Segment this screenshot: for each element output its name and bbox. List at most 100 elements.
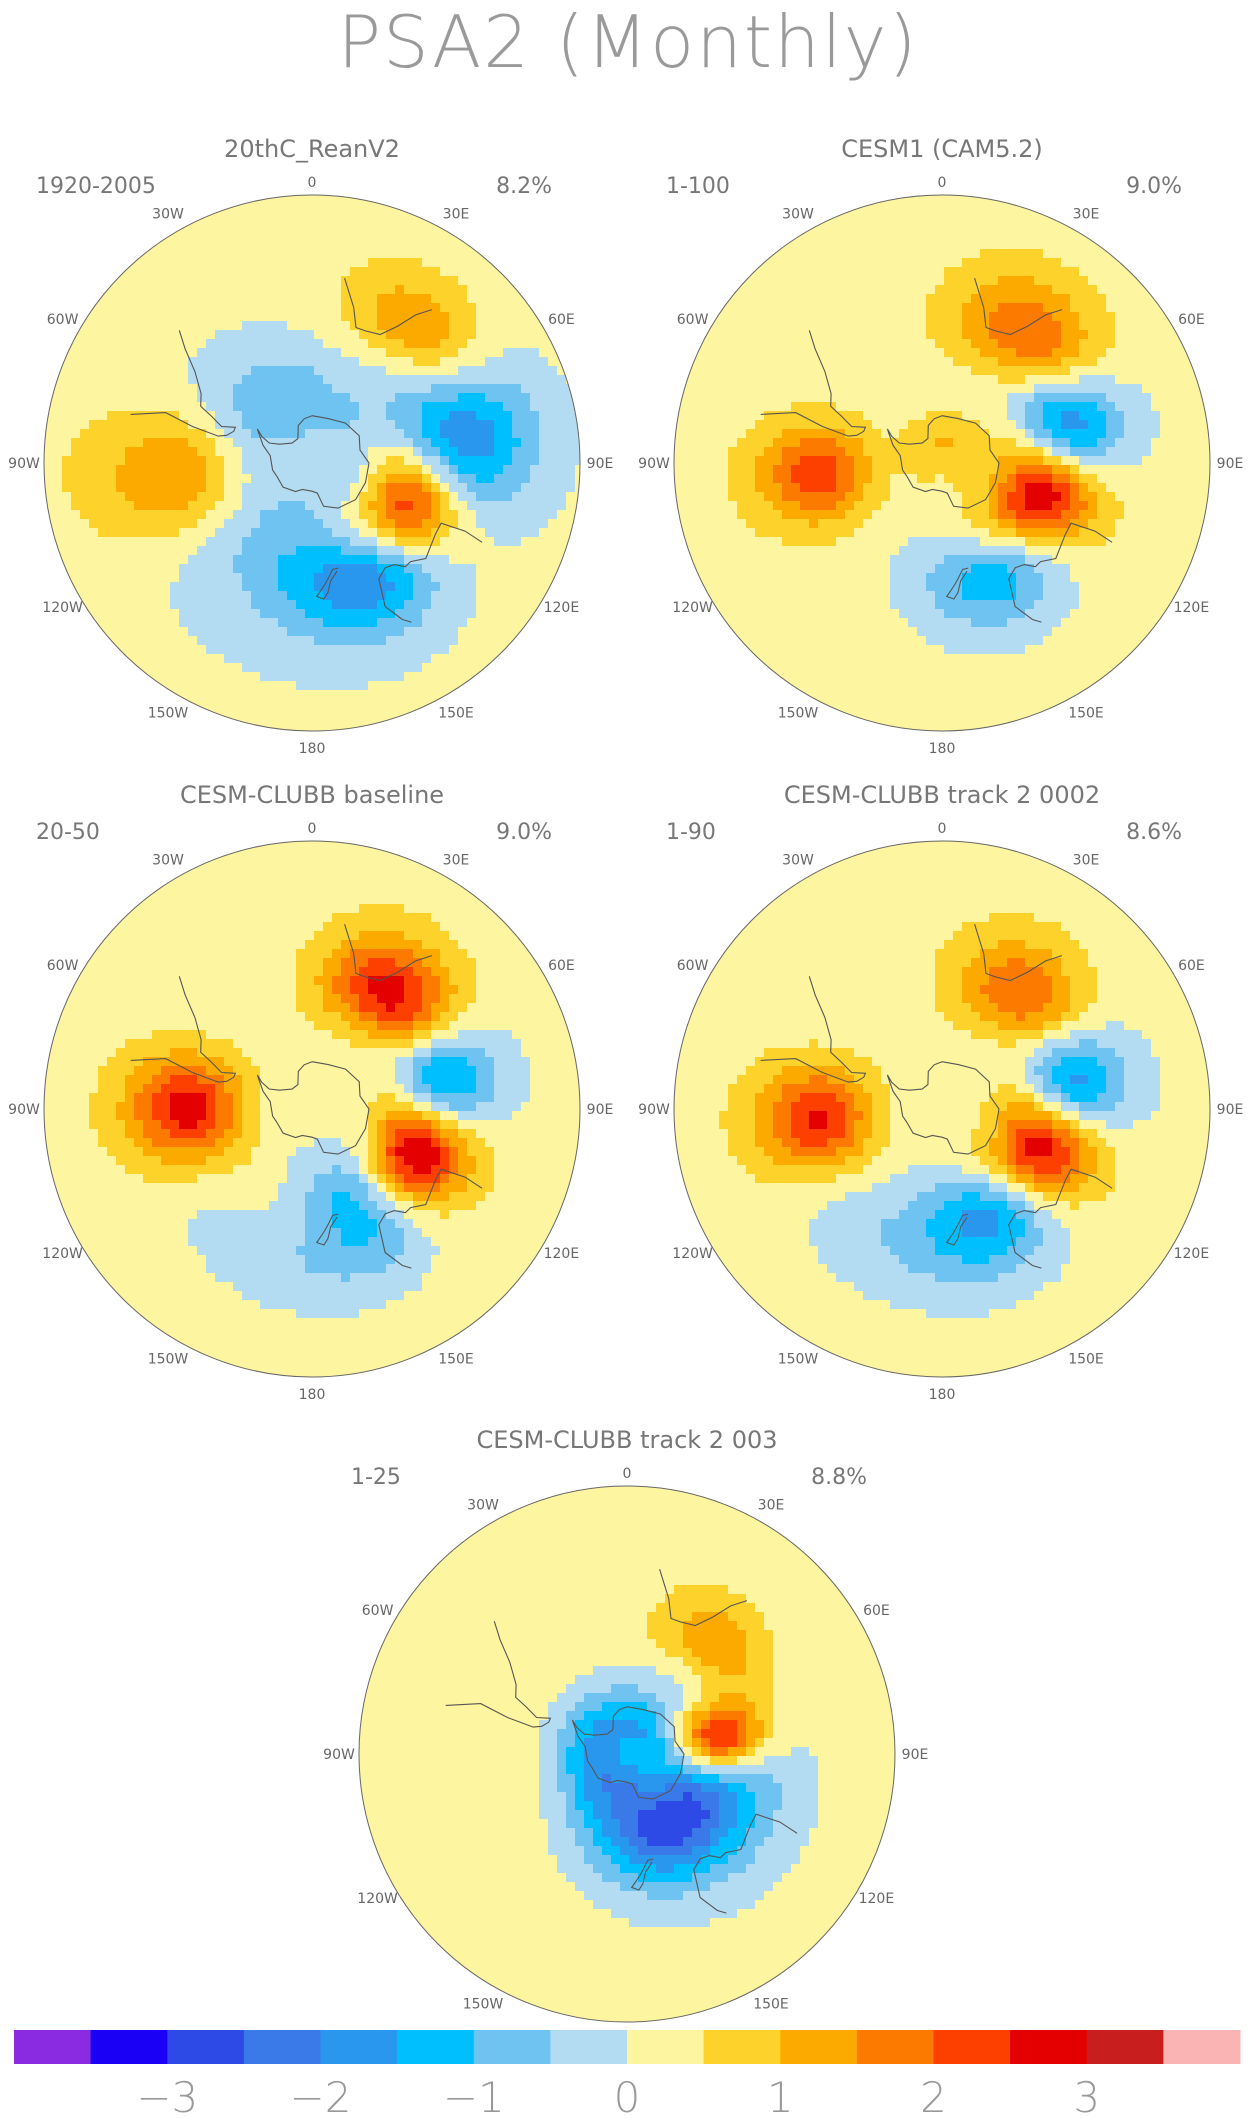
coastline-africa [974,924,1063,982]
longitude-label: 0 [308,175,317,191]
colorbar-tick-label: 0 [614,2073,641,2118]
panel-period: 20-50 [36,820,100,845]
map-panel: 0 30E 60E 90E 120E 150E 180 150W 120W 90W 60W 30W 20… [8,135,613,757]
colorbar-swatch [780,2030,858,2064]
longitude-label: 60E [1178,312,1205,328]
coastline-antarctica [886,1061,1000,1155]
panel-period: 1-90 [666,820,716,845]
longitude-label: 30E [443,853,470,869]
anomaly-field [359,1486,895,2022]
coastline-southAmerica [760,976,867,1083]
colorbar-swatch [90,2030,168,2064]
longitude-label: 90W [8,1102,40,1118]
coastlines [760,924,1113,1269]
coastline-newZealand [945,567,969,600]
longitude-label: 60E [863,1603,890,1619]
longitude-label: 90E [1217,1102,1244,1118]
colorbar-tick-label: −1 [443,2073,505,2118]
coastline-antarctica [256,1061,370,1155]
coastline-africa [344,278,433,336]
coastline-australia [378,1168,483,1269]
panel-title: CESM1 (CAM5.2) [841,135,1043,163]
longitude-label: 60W [47,958,79,974]
longitude-label: 150W [778,1351,819,1367]
map-boundary [43,840,581,1378]
longitude-label: 90W [638,1102,670,1118]
coastline-newZealand [315,567,339,600]
map-panel: 030E60E90E120E150E180150W120W90W60W30WCE… [638,135,1243,757]
panel-percent: 8.6% [1126,820,1182,845]
longitude-label: 150E [438,1351,474,1367]
longitude-label: 30W [152,853,184,869]
longitude-label: 120E [544,600,580,616]
longitude-label: 150E [1068,705,1104,721]
longitude-label: 60E [548,958,575,974]
longitude-label: 90E [1217,456,1244,472]
coastline-antarctica [886,415,1000,509]
panel-title: CESM-CLUBB track 2 003 [477,1426,778,1454]
coastline-africa [344,924,433,982]
panel-title: 20thC_ReanV2 [224,135,400,163]
colorbar-swatch [550,2030,628,2064]
coastlines [130,278,483,623]
map-boundary [358,1485,896,2023]
map-panel: 030E60E90E120E150E180150W120W90W60W30WCE… [323,1426,928,2048]
colorbar-swatch [397,2030,475,2064]
colorbar-tick-label: −3 [136,2073,198,2118]
longitude-label: 120E [1174,600,1210,616]
longitude-label: 120W [357,1891,398,1907]
longitude-label: 60W [677,958,709,974]
coastline-antarctica [571,1706,685,1800]
colorbar-tick-label: 2 [920,2073,947,2118]
anomaly-field [44,841,580,1377]
longitude-label: 0 [938,821,947,837]
coastline-africa [974,278,1063,336]
longitude-label: 30E [1073,853,1100,869]
longitude-label: 180 [299,1387,326,1403]
longitude-label: 150W [148,705,189,721]
colorbar-tick-label: 1 [767,2073,794,2118]
longitude-label: 90W [8,456,40,472]
colorbar-swatch [1010,2030,1088,2064]
panel-percent: 9.0% [496,820,552,845]
colorbar-swatch [933,2030,1011,2064]
colorbar-swatch [473,2030,551,2064]
colorbar-swatch [856,2030,934,2064]
longitude-label: 90W [323,1747,355,1763]
map-boundary [673,840,1211,1378]
colorbar: −3 −2 −1 0 1 2 3 [14,2030,1241,2118]
coastline-australia [1008,1168,1113,1269]
longitude-label: 120E [859,1891,895,1907]
panel-title: CESM-CLUBB baseline [180,781,444,809]
map-panel: 030E60E90E120E150E180150W120W90W60W30WCE… [8,781,613,1403]
coastline-newZealand [945,1213,969,1246]
longitude-label: 120W [42,1246,83,1262]
panel-period: 1-100 [666,174,730,199]
coastline-australia [378,522,483,623]
longitude-label: 60W [47,312,79,328]
map-boundary [673,194,1211,732]
longitude-label: 0 [623,1466,632,1482]
coastline-newZealand [315,1213,339,1246]
colorbar-swatch [320,2030,398,2064]
longitude-label: 150E [438,705,474,721]
panel-title: CESM-CLUBB track 2 0002 [784,781,1100,809]
longitude-label: 150E [1068,1351,1104,1367]
panel-period: 1920-2005 [36,174,156,199]
longitude-label: 30W [782,853,814,869]
longitude-label: 120W [42,600,83,616]
coastline-southAmerica [760,330,867,437]
longitude-label: 150W [463,1996,504,2012]
longitude-label: 150W [778,705,819,721]
colorbar-swatch [627,2030,705,2064]
coastline-newZealand [630,1858,654,1891]
longitude-label: 30W [467,1498,499,1514]
longitude-label: 0 [938,175,947,191]
longitude-label: 90W [638,456,670,472]
colorbar-swatch [243,2030,321,2064]
coastline-southAmerica [130,976,237,1083]
map-panel: 030E60E90E120E150E180150W120W90W60W30WCE… [638,781,1243,1403]
coastline-antarctica [256,415,370,509]
map-boundary [43,194,581,732]
